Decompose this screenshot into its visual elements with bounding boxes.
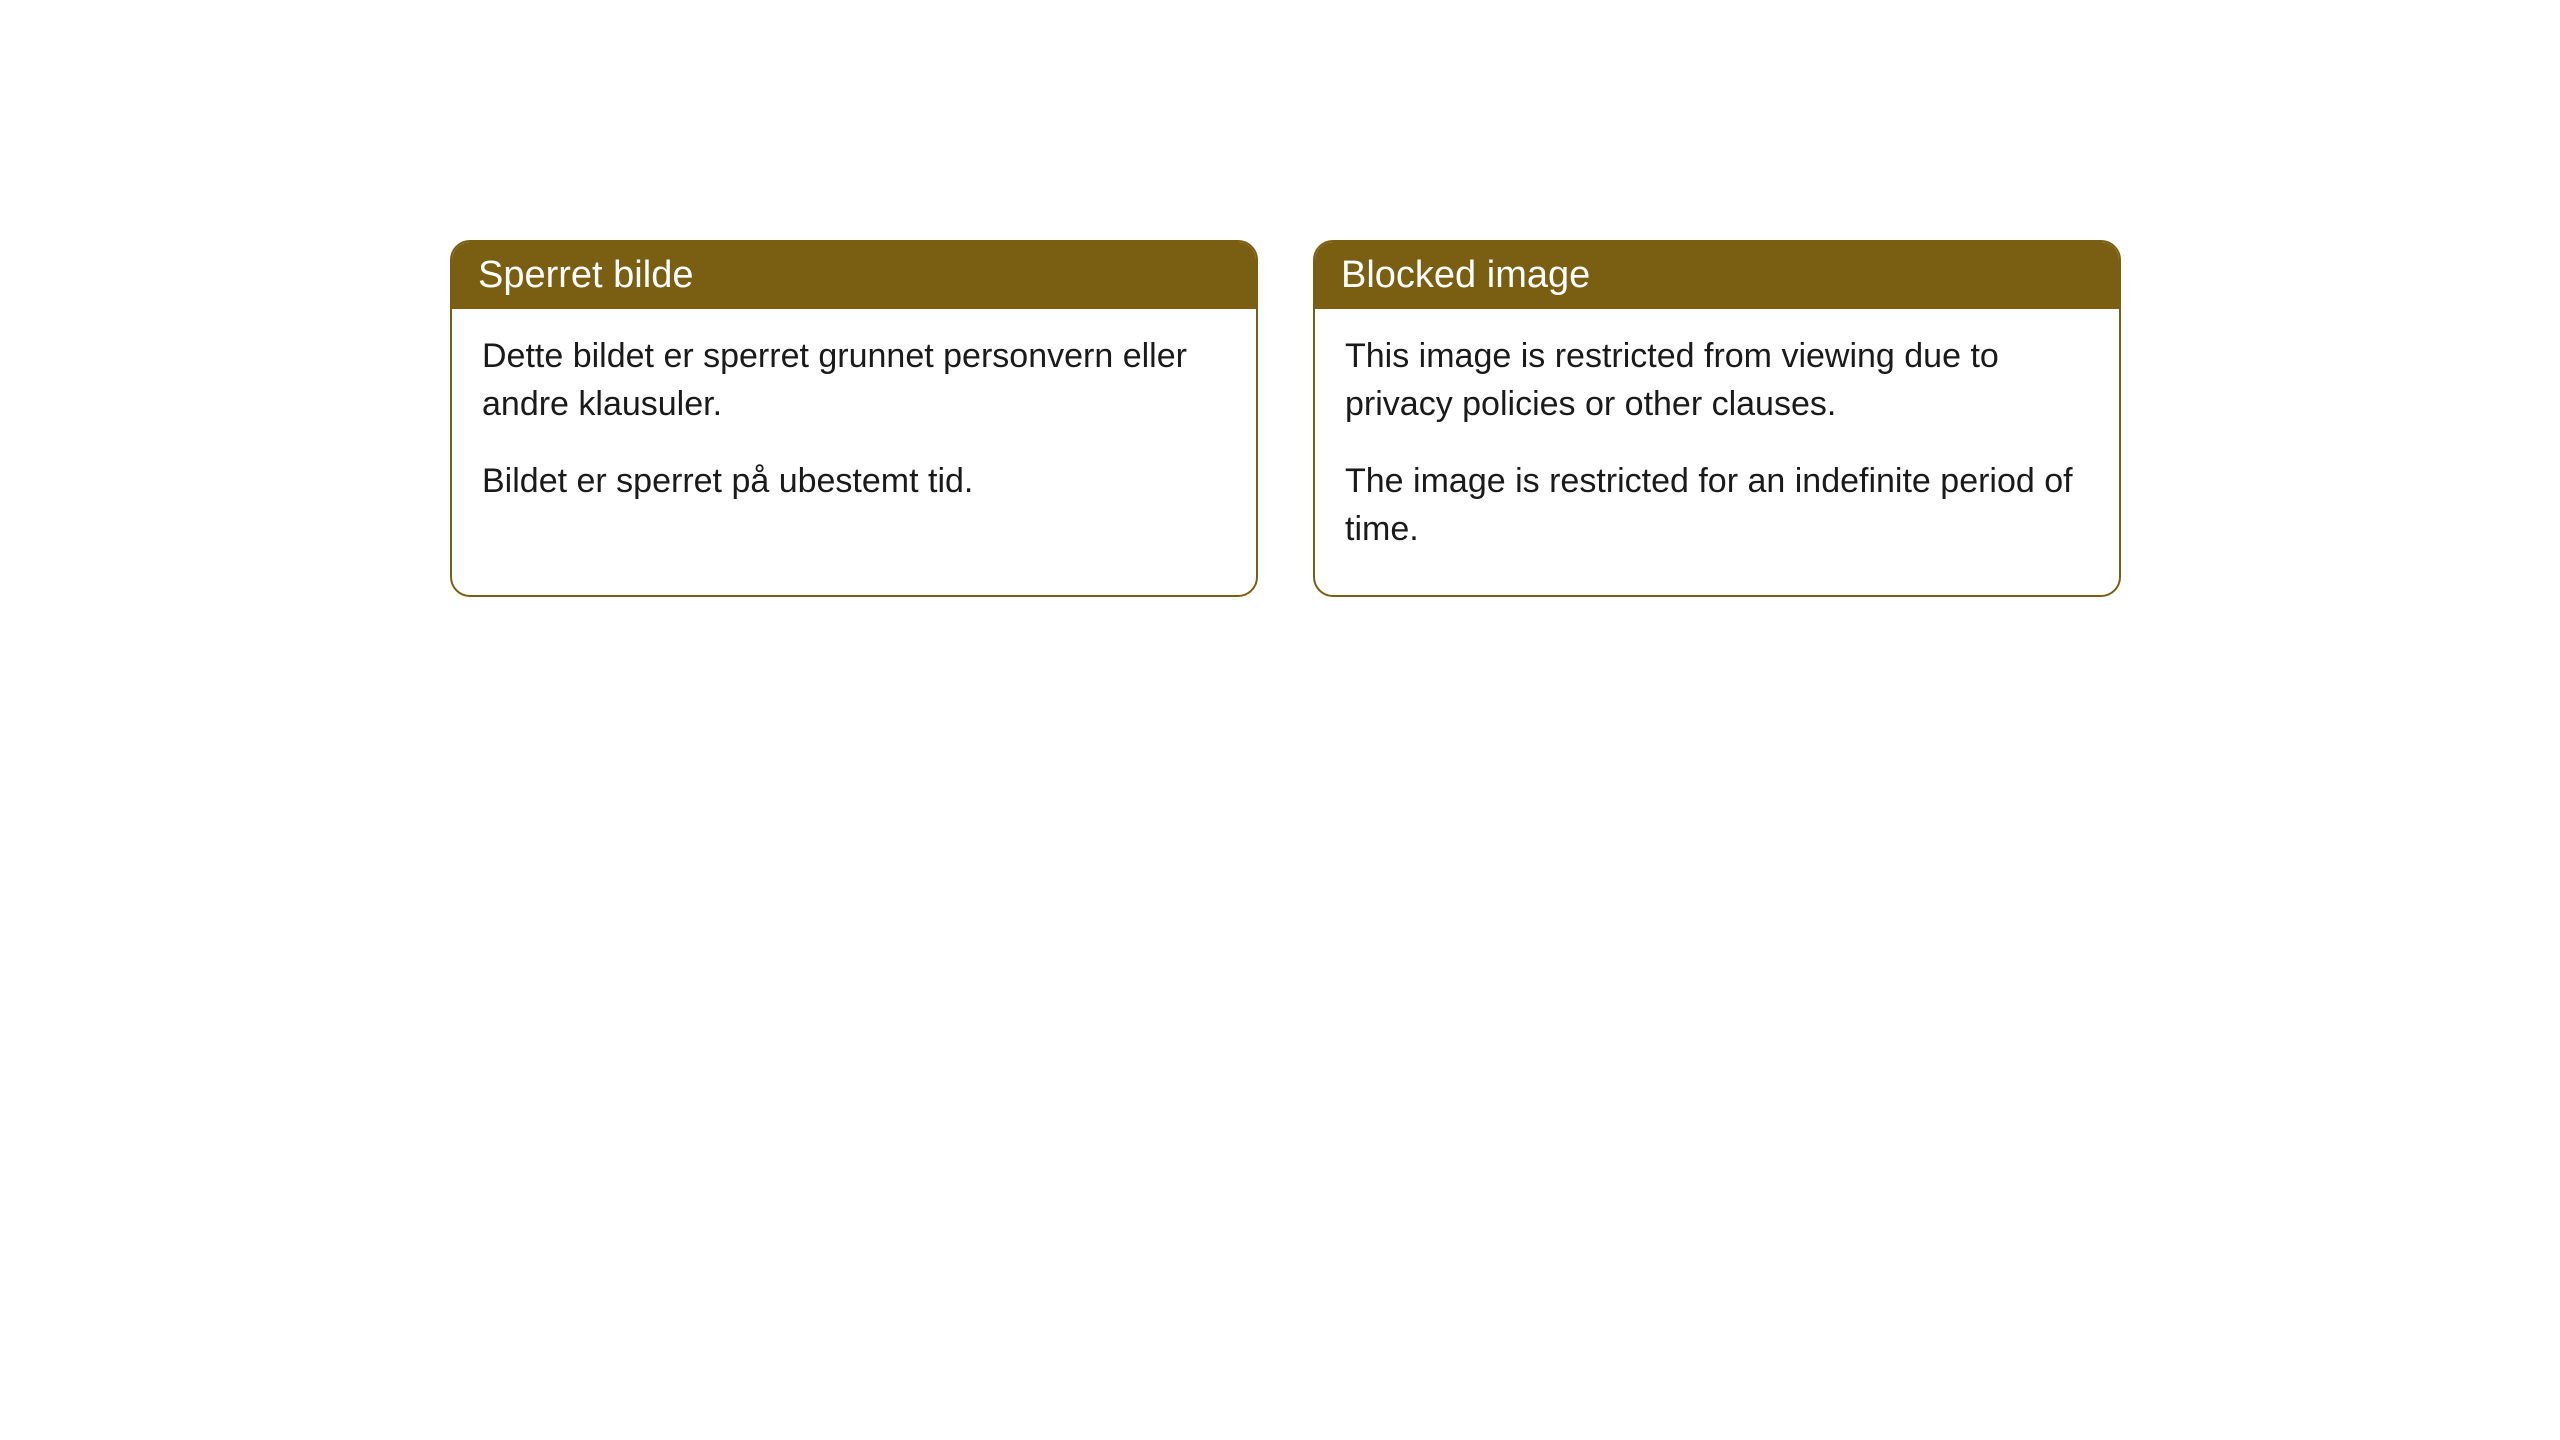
card-header-norwegian: Sperret bilde [452, 242, 1256, 309]
card-title: Sperret bilde [478, 254, 693, 296]
card-paragraph: Dette bildet er sperret grunnet personve… [482, 333, 1226, 428]
blocked-image-card-norwegian: Sperret bilde Dette bildet er sperret gr… [450, 240, 1258, 597]
card-header-english: Blocked image [1315, 242, 2119, 309]
card-body-english: This image is restricted from viewing du… [1315, 309, 2119, 595]
card-body-norwegian: Dette bildet er sperret grunnet personve… [452, 309, 1256, 548]
blocked-image-card-english: Blocked image This image is restricted f… [1313, 240, 2121, 597]
card-paragraph: The image is restricted for an indefinit… [1345, 458, 2089, 553]
card-paragraph: Bildet er sperret på ubestemt tid. [482, 458, 1226, 506]
notice-container: Sperret bilde Dette bildet er sperret gr… [450, 240, 2121, 597]
card-paragraph: This image is restricted from viewing du… [1345, 333, 2089, 428]
card-title: Blocked image [1341, 254, 1590, 296]
